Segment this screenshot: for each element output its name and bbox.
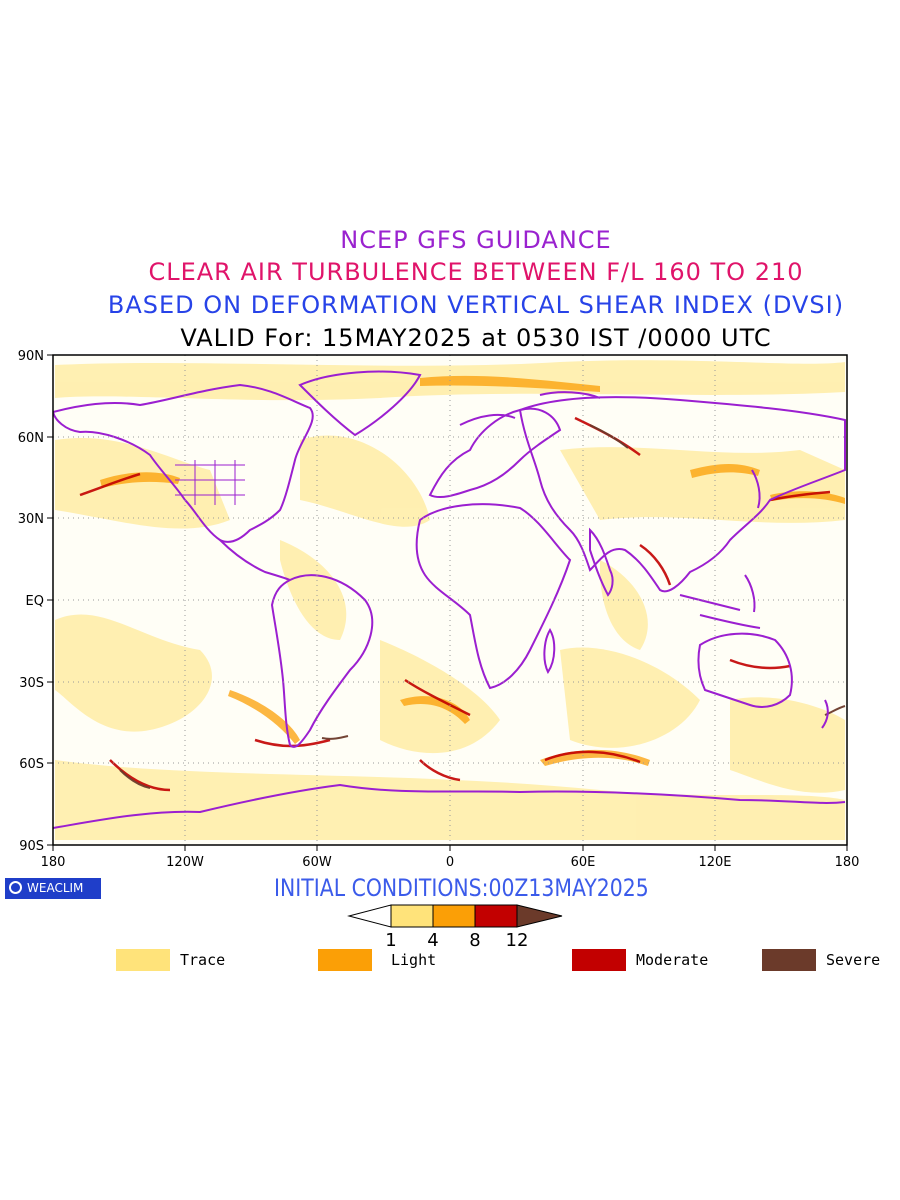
lon-label-0: 0: [446, 855, 454, 870]
lon-label-60e: 60E: [571, 855, 596, 870]
legend-swatch-moderate: [572, 949, 626, 971]
lat-label-30n: 30N: [18, 512, 44, 527]
colorbar-tick-4: 4: [427, 930, 438, 951]
brand-text: WEACLIM: [27, 881, 84, 895]
legend-label-trace: Trace: [180, 951, 226, 969]
legend-label-moderate: Moderate: [636, 951, 709, 969]
lat-label-eq: EQ: [26, 594, 44, 609]
colorbar: 1 4 8 12: [347, 904, 563, 951]
lon-label-180w: 180: [41, 855, 66, 870]
colorbar-upper-triangle: [516, 904, 563, 928]
graticule: [53, 355, 847, 845]
lat-label-90n: 90N: [18, 349, 44, 364]
coastlines: [53, 370, 846, 829]
legend-label-light: Light: [391, 951, 437, 969]
lon-label-120w: 120W: [166, 855, 204, 870]
title-line-3: BASED ON DEFORMATION VERTICAL SHEAR INDE…: [107, 291, 845, 319]
colorbar-segment-3: [474, 904, 518, 928]
colorbar-tick-8: 8: [469, 930, 480, 951]
legend-label-severe: Severe: [826, 951, 881, 969]
lat-label-60n: 60N: [18, 431, 44, 446]
title-line-2: CLEAR AIR TURBULENCE BETWEEN F/L 160 TO …: [148, 258, 804, 286]
lat-label-60s: 60S: [19, 757, 44, 772]
title-line-1: NCEP GFS GUIDANCE: [340, 226, 612, 254]
title-line-4: VALID For: 15MAY2025 at 0530 IST /0000 U…: [180, 324, 772, 352]
colorbar-tick-12: 12: [506, 930, 529, 951]
initial-conditions: INITIAL CONDITIONS:00Z13MAY2025: [274, 874, 649, 902]
colorbar-segment-2: [432, 904, 476, 928]
lon-label-60w: 60W: [302, 855, 332, 870]
colorbar-segment-1: [390, 904, 434, 928]
lat-label-30s: 30S: [19, 676, 44, 691]
legend-swatch-light: [318, 949, 372, 971]
lon-label-120e: 120E: [698, 855, 731, 870]
colorbar-lower-triangle: [347, 904, 392, 928]
lon-label-180e: 180: [835, 855, 860, 870]
weaclim-logo: WEACLIM: [5, 878, 101, 899]
legend-swatch-severe: [762, 949, 816, 971]
axis-ticks: [47, 354, 848, 851]
colorbar-tick-1: 1: [385, 930, 396, 951]
legend-swatch-trace: [116, 949, 170, 971]
copyright-icon: [9, 881, 22, 894]
lat-label-90s: 90S: [19, 839, 44, 854]
